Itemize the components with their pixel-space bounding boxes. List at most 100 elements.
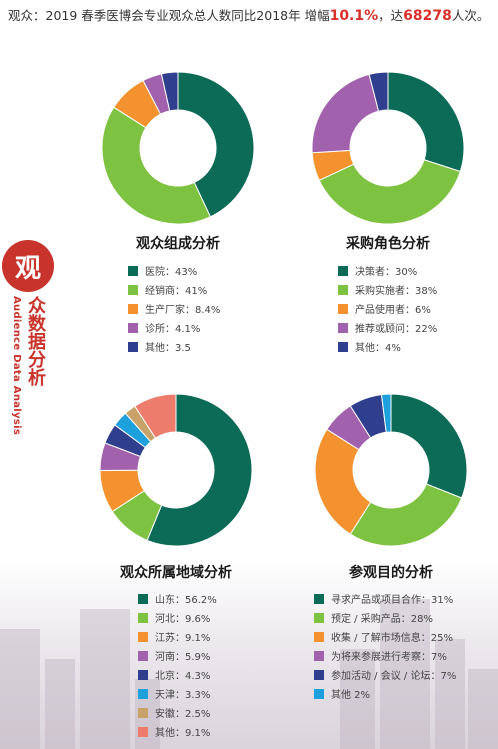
legend-item: 医院：43% (128, 261, 220, 280)
side-title-cn: 众数据分析 (25, 296, 46, 386)
legend-item: 推荐或顾问：22% (338, 318, 437, 337)
legend-item: 生产厂家：8.4% (128, 299, 220, 318)
legend-swatch (338, 265, 348, 276)
legend-label: 收集 / 了解市场信息：25% (331, 633, 453, 644)
legend-item: 为将来参展进行考察：7% (314, 646, 456, 665)
legend-label: 其他 2% (331, 690, 371, 701)
legend-swatch (138, 707, 148, 718)
legend-item: 寻求产品或项目合作：31% (314, 589, 456, 608)
legend-region: 山东：56.2% 河北：9.6% 江苏：9.1% 河南：5.9% 北京：4.3% 天津：3… (138, 589, 217, 741)
legend-swatch (314, 593, 324, 604)
legend-item: 其他：3.5 (128, 337, 220, 356)
chart-title-purchase-role: 采购角色分析 (346, 236, 430, 252)
legend-item: 安徽：2.5% (138, 703, 217, 722)
headline-growth: 10.1% (329, 8, 379, 24)
donut-slice-4 (311, 73, 380, 154)
legend-label: 河南：5.9% (155, 652, 211, 663)
legend-item: 参加活动 / 会议 / 论坛：7% (314, 665, 456, 684)
legend-label: 天津：3.3% (155, 690, 211, 701)
legend-swatch (128, 265, 138, 276)
donut-slice-2 (318, 159, 461, 225)
chart-title-region: 观众所属地域分析 (120, 565, 232, 581)
legend-item: 河北：9.6% (138, 608, 217, 627)
legend-label: 安徽：2.5% (155, 709, 211, 720)
legend-label: 决策者：30% (355, 267, 418, 278)
legend-item: 江苏：9.1% (138, 627, 217, 646)
legend-item: 其他：9.1% (138, 722, 217, 741)
legend-item: 收集 / 了解市场信息：25% (314, 627, 456, 646)
donut-slice-1 (387, 71, 465, 173)
legend-label: 山东：56.2% (155, 595, 217, 606)
legend-swatch (338, 341, 348, 352)
legend-item: 其他 2% (314, 684, 456, 703)
donut-slice-2 (101, 106, 212, 225)
headline-suffix: 人次。 (451, 8, 490, 23)
legend-label: 寻求产品或项目合作：31% (331, 595, 454, 606)
legend-label: 诊所：4.1% (145, 324, 201, 335)
legend-item: 决策者：30% (338, 261, 437, 280)
donut-chart-visit-purpose (314, 393, 468, 547)
legend-swatch (138, 650, 148, 661)
legend-label: 北京：4.3% (155, 671, 211, 682)
side-title-en: Audience Data Analysis (11, 296, 22, 436)
donut-slice-1 (390, 393, 468, 499)
legend-swatch (338, 303, 348, 314)
legend-purchase-role: 决策者：30% 采购实施者：38% 产品使用者：6% 推荐或顾问：22% 其他：4% (338, 261, 437, 356)
legend-label: 产品使用者：6% (355, 305, 431, 316)
donut-chart-purchase-role (311, 71, 465, 225)
legend-swatch (138, 726, 148, 737)
legend-swatch (338, 322, 348, 333)
legend-label: 其他：9.1% (155, 728, 211, 739)
legend-swatch (314, 669, 324, 680)
donut-slice-3 (314, 428, 372, 535)
legend-swatch (128, 284, 138, 295)
legend-label: 医院：43% (145, 267, 198, 278)
legend-swatch (138, 669, 148, 680)
legend-swatch (314, 650, 324, 661)
headline-middle: ，达 (378, 8, 404, 23)
donut-slice-5 (368, 71, 389, 112)
legend-swatch (314, 612, 324, 623)
legend-label: 江苏：9.1% (155, 633, 211, 644)
legend-label: 为将来参展进行考察：7% (331, 652, 447, 663)
legend-item: 天津：3.3% (138, 684, 217, 703)
legend-swatch (128, 322, 138, 333)
headline-prefix: 观众：2019 春季医博会专业观众总人数同比2018年 增幅 (8, 8, 330, 23)
donut-chart-visitor-composition (101, 71, 255, 225)
legend-item: 产品使用者：6% (338, 299, 437, 318)
donut-slice-8 (134, 393, 177, 439)
legend-label: 其他：3.5 (145, 343, 191, 354)
legend-swatch (138, 631, 148, 642)
legend-label: 参加活动 / 会议 / 论坛：7% (331, 671, 457, 682)
legend-label: 河北：9.6% (155, 614, 211, 625)
legend-item: 河南：5.9% (138, 646, 217, 665)
legend-item: 其他：4% (338, 337, 437, 356)
legend-swatch (314, 688, 324, 699)
legend-swatch (138, 688, 148, 699)
chart-title-visitor-composition: 观众组成分析 (136, 236, 220, 252)
legend-label: 经销商：41% (145, 286, 208, 297)
legend-item: 经销商：41% (128, 280, 220, 299)
legend-visitor-composition: 医院：43% 经销商：41% 生产厂家：8.4% 诊所：4.1% 其他：3.5 (128, 261, 220, 356)
legend-visit-purpose: 寻求产品或项目合作：31% 预定 / 采购产品：28% 收集 / 了解市场信息：25… (314, 589, 456, 703)
legend-swatch (128, 341, 138, 352)
legend-label: 其他：4% (355, 343, 401, 354)
legend-label: 生产厂家：8.4% (145, 305, 221, 316)
legend-swatch (338, 284, 348, 295)
legend-item: 北京：4.3% (138, 665, 217, 684)
legend-label: 预定 / 采购产品：28% (331, 614, 433, 625)
legend-swatch (314, 631, 324, 642)
headline-total: 68278 (403, 8, 452, 24)
donut-slice-2 (349, 483, 463, 547)
legend-item: 采购实施者：38% (338, 280, 437, 299)
legend-item: 山东：56.2% (138, 589, 217, 608)
donut-chart-region (99, 393, 253, 547)
legend-swatch (138, 593, 148, 604)
legend-item: 预定 / 采购产品：28% (314, 608, 456, 627)
chart-title-visit-purpose: 参观目的分析 (349, 565, 433, 581)
donut-slice-6 (380, 393, 392, 433)
donut-slice-1 (177, 71, 255, 218)
legend-item: 诊所：4.1% (128, 318, 220, 337)
legend-swatch (138, 612, 148, 623)
side-badge: 观 (2, 240, 54, 292)
